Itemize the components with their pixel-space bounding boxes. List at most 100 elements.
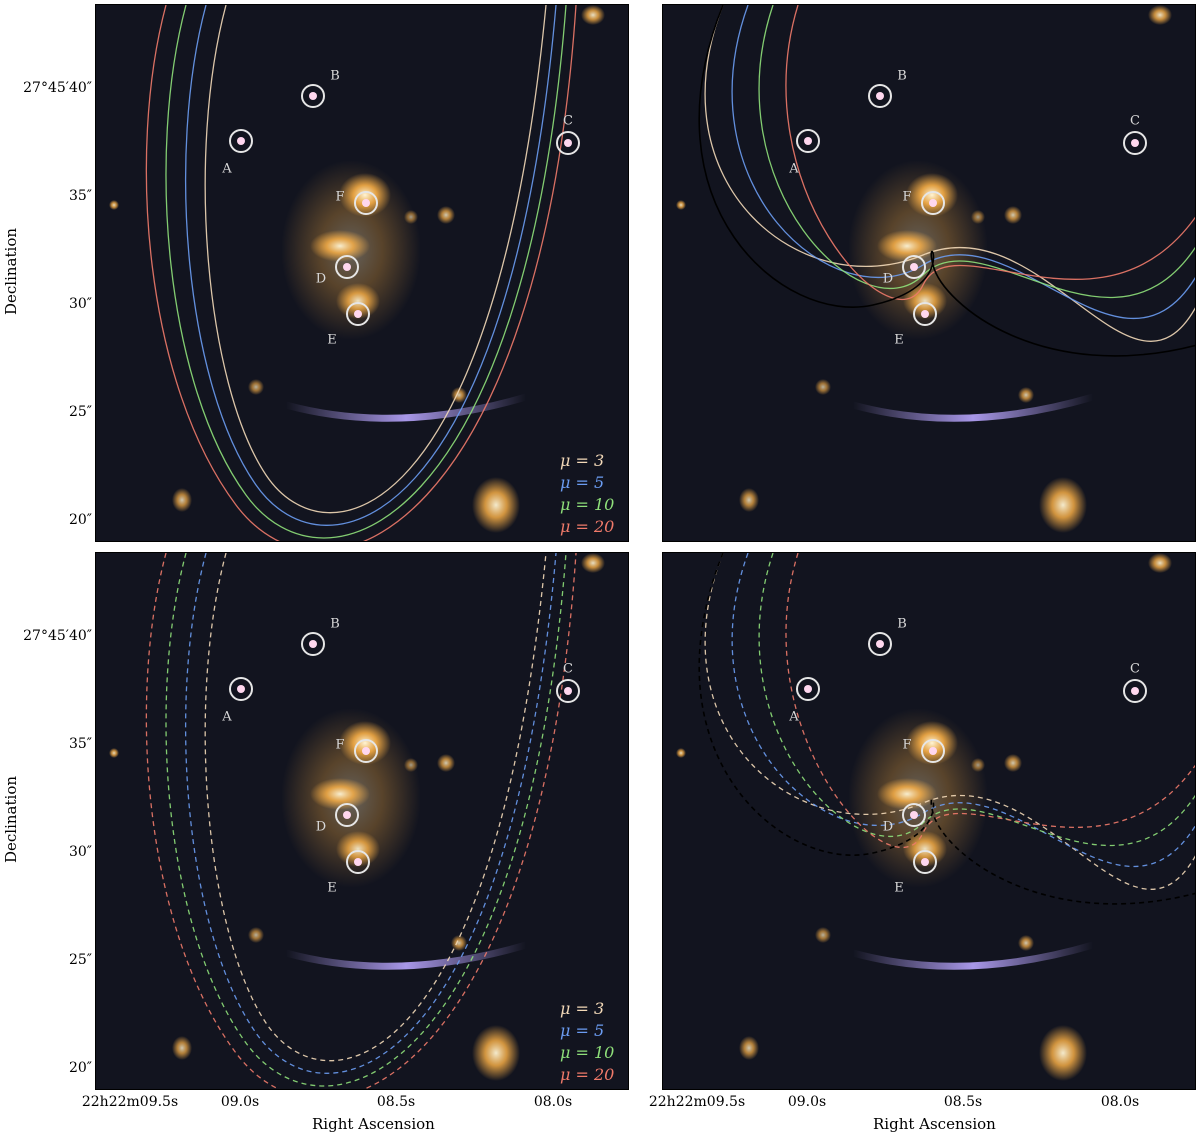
galaxy: [404, 758, 418, 772]
magnification-contour: [731, 553, 1195, 867]
magnification-contour: [165, 5, 567, 539]
galaxy: [581, 553, 605, 573]
galaxy: [472, 477, 520, 533]
image-circle-a: [229, 677, 253, 701]
panel-bottom-right: A B C D E F: [662, 552, 1196, 1090]
lensed-image-f: [929, 747, 937, 755]
image-circle-c: [556, 679, 580, 703]
panel-bottom-left: A B C D E F: [95, 552, 629, 1090]
image-label-f: F: [335, 737, 345, 753]
galaxy: [109, 200, 119, 210]
image-svg: [109, 5, 605, 541]
lensed-image-f: [362, 747, 370, 755]
image-label-e: E: [327, 880, 337, 896]
galaxy: [339, 173, 391, 217]
legend-item-mu5: μ = 5: [560, 473, 605, 492]
galaxy: [339, 721, 391, 765]
legend-item-mu5: μ = 5: [560, 1021, 605, 1040]
ytick-top-2: 30″: [68, 296, 92, 312]
galaxy: [1039, 477, 1087, 533]
ytick-top-1: 35″: [68, 188, 92, 204]
galaxy: [676, 748, 686, 758]
galaxy: [472, 1025, 520, 1081]
image-circle-e: [346, 302, 370, 326]
image-circle-e: [346, 850, 370, 874]
lensed-image-e: [354, 310, 362, 318]
galaxy: [310, 230, 370, 262]
galaxy: [739, 488, 759, 512]
galaxy: [1148, 553, 1172, 573]
xtick-right-1: 09.0s: [787, 1094, 827, 1110]
image-svg: [676, 553, 1195, 1081]
image-circle-c: [1123, 131, 1147, 155]
lensed-image-a: [804, 685, 812, 693]
image-label-a: A: [789, 709, 799, 725]
lensed-image-b: [309, 92, 317, 100]
galaxy: [906, 173, 958, 217]
legend-bottom-left: μ = 3 μ = 5 μ = 10 μ = 20: [560, 998, 614, 1086]
ylabel-top: Declination: [2, 227, 20, 315]
panel-top-right: A B C D E F: [662, 4, 1196, 542]
galaxy: [739, 1036, 759, 1060]
galaxy: [906, 721, 958, 765]
magnification-contour: [704, 5, 1195, 342]
magnification-contour: [785, 553, 1195, 848]
image-label-b: B: [897, 616, 907, 632]
lensed-image-b: [309, 640, 317, 648]
image-label-c: C: [1130, 113, 1140, 129]
image-circle-d: [335, 255, 359, 279]
xlabel-left: Right Ascension: [312, 1115, 435, 1133]
ytick-bottom-2: 30″: [68, 844, 92, 860]
lensed-image-f: [929, 199, 937, 207]
image-circle-f: [921, 739, 945, 763]
galaxy: [676, 200, 686, 210]
xtick-left-2: 08.5s: [376, 1094, 416, 1110]
critical-curve: [698, 5, 1195, 357]
ytick-top-4: 20″: [68, 512, 92, 528]
ytick-top-0: 27°45′40″: [23, 80, 92, 96]
image-label-d: D: [882, 819, 894, 835]
lensed-image-c: [564, 139, 572, 147]
legend-item-mu10: μ = 10: [560, 495, 615, 514]
image-circle-a: [796, 129, 820, 153]
xtick-right-2: 08.5s: [943, 1094, 983, 1110]
lensed-image-e: [354, 858, 362, 866]
ytick-bottom-1: 35″: [68, 736, 92, 752]
image-circle-b: [301, 632, 325, 656]
galaxy: [109, 748, 119, 758]
legend-item-mu20: μ = 20: [560, 1065, 615, 1084]
lensed-image-d: [910, 811, 918, 819]
lensed-arc: [282, 393, 530, 422]
galaxy: [1148, 5, 1172, 25]
ytick-bottom-3: 25″: [68, 952, 92, 968]
xtick-right-0: 22h22m09.5s: [648, 1094, 746, 1110]
image-label-f: F: [902, 737, 912, 753]
image-label-b: B: [330, 68, 340, 84]
xtick-left-0: 22h22m09.5s: [81, 1094, 179, 1110]
magnification-contour: [184, 5, 557, 526]
image-circle-b: [301, 84, 325, 108]
image-circle-f: [354, 191, 378, 215]
lensed-image-c: [1131, 687, 1139, 695]
ylabel-bottom: Declination: [2, 775, 20, 863]
critical-curve: [698, 553, 1195, 905]
legend-item-mu3: μ = 3: [560, 451, 605, 470]
lensed-arc: [849, 393, 1097, 422]
lensed-image-d: [343, 811, 351, 819]
ytick-bottom-0: 27°45′40″: [23, 628, 92, 644]
xtick-left-3: 08.0s: [533, 1094, 573, 1110]
image-circle-f: [921, 191, 945, 215]
magnification-contour: [704, 553, 1195, 890]
lensed-arc: [282, 941, 530, 970]
galaxy: [1018, 935, 1034, 951]
image-circle-d: [902, 255, 926, 279]
galaxy: [971, 758, 985, 772]
image-svg: [109, 553, 605, 1089]
galaxy: [437, 754, 455, 772]
image-circle-d: [902, 803, 926, 827]
galaxy: [877, 778, 937, 810]
magnification-contour: [785, 5, 1195, 300]
galaxy: [404, 210, 418, 224]
galaxy: [971, 210, 985, 224]
image-label-b: B: [897, 68, 907, 84]
